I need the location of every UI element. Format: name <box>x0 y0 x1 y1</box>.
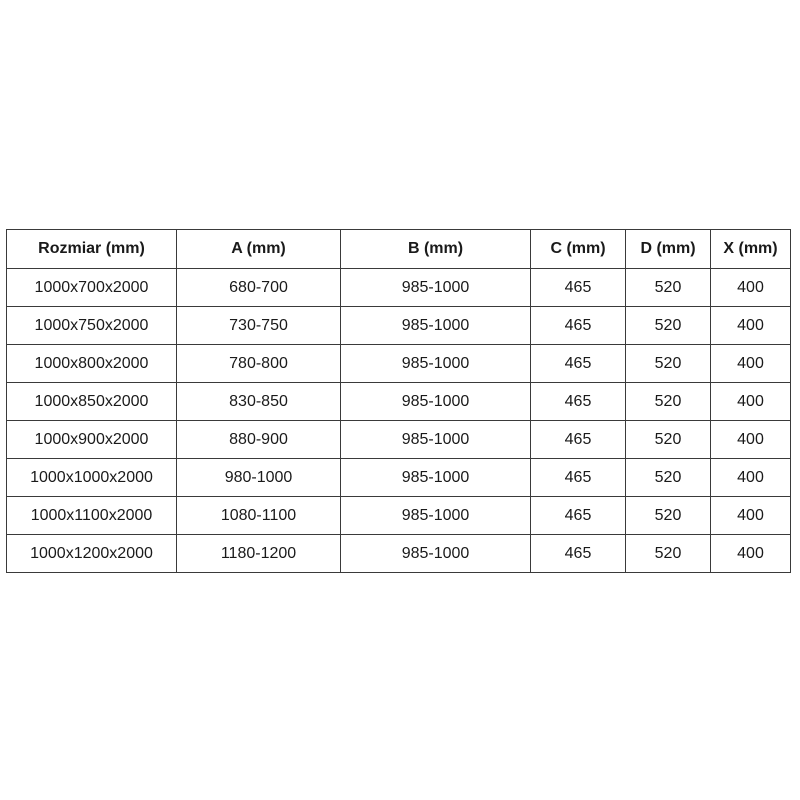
cell-c: 465 <box>530 306 626 345</box>
cell-x: 400 <box>710 306 791 345</box>
cell-d: 520 <box>625 344 711 383</box>
cell-c: 465 <box>530 420 626 459</box>
table-row: 1000x1100x2000 1080-1100 985-1000 465 52… <box>6 496 791 535</box>
table-row: 1000x900x2000 880-900 985-1000 465 520 4… <box>6 420 791 459</box>
cell-c: 465 <box>530 496 626 535</box>
cell-rozmiar: 1000x850x2000 <box>6 382 177 421</box>
table-row: 1000x750x2000 730-750 985-1000 465 520 4… <box>6 306 791 345</box>
cell-x: 400 <box>710 458 791 497</box>
cell-x: 400 <box>710 268 791 307</box>
cell-b: 985-1000 <box>340 344 531 383</box>
cell-b: 985-1000 <box>340 382 531 421</box>
cell-b: 985-1000 <box>340 496 531 535</box>
cell-x: 400 <box>710 534 791 573</box>
cell-a: 980-1000 <box>176 458 341 497</box>
cell-rozmiar: 1000x1100x2000 <box>6 496 177 535</box>
cell-a: 1080-1100 <box>176 496 341 535</box>
cell-b: 985-1000 <box>340 458 531 497</box>
cell-rozmiar: 1000x900x2000 <box>6 420 177 459</box>
cell-c: 465 <box>530 344 626 383</box>
table-header-row: Rozmiar (mm) A (mm) B (mm) C (mm) D (mm)… <box>6 229 791 269</box>
column-header-b: B (mm) <box>340 229 531 269</box>
cell-d: 520 <box>625 458 711 497</box>
size-specification-table-container: Rozmiar (mm) A (mm) B (mm) C (mm) D (mm)… <box>6 229 791 573</box>
cell-d: 520 <box>625 496 711 535</box>
cell-b: 985-1000 <box>340 306 531 345</box>
cell-x: 400 <box>710 344 791 383</box>
cell-a: 830-850 <box>176 382 341 421</box>
cell-x: 400 <box>710 496 791 535</box>
cell-a: 880-900 <box>176 420 341 459</box>
table-row: 1000x1200x2000 1180-1200 985-1000 465 52… <box>6 534 791 573</box>
cell-d: 520 <box>625 306 711 345</box>
table-row: 1000x700x2000 680-700 985-1000 465 520 4… <box>6 268 791 307</box>
column-header-x: X (mm) <box>710 229 791 269</box>
cell-d: 520 <box>625 268 711 307</box>
table-row: 1000x850x2000 830-850 985-1000 465 520 4… <box>6 382 791 421</box>
cell-c: 465 <box>530 268 626 307</box>
cell-c: 465 <box>530 534 626 573</box>
table-body: 1000x700x2000 680-700 985-1000 465 520 4… <box>6 268 791 573</box>
cell-rozmiar: 1000x700x2000 <box>6 268 177 307</box>
cell-a: 780-800 <box>176 344 341 383</box>
cell-b: 985-1000 <box>340 420 531 459</box>
column-header-rozmiar: Rozmiar (mm) <box>6 229 177 269</box>
cell-a: 1180-1200 <box>176 534 341 573</box>
size-specification-table: Rozmiar (mm) A (mm) B (mm) C (mm) D (mm)… <box>6 229 791 573</box>
cell-c: 465 <box>530 458 626 497</box>
cell-x: 400 <box>710 382 791 421</box>
cell-rozmiar: 1000x1200x2000 <box>6 534 177 573</box>
cell-b: 985-1000 <box>340 268 531 307</box>
table-row: 1000x1000x2000 980-1000 985-1000 465 520… <box>6 458 791 497</box>
cell-rozmiar: 1000x800x2000 <box>6 344 177 383</box>
cell-c: 465 <box>530 382 626 421</box>
cell-d: 520 <box>625 420 711 459</box>
table-row: 1000x800x2000 780-800 985-1000 465 520 4… <box>6 344 791 383</box>
cell-rozmiar: 1000x1000x2000 <box>6 458 177 497</box>
column-header-d: D (mm) <box>625 229 711 269</box>
cell-x: 400 <box>710 420 791 459</box>
column-header-c: C (mm) <box>530 229 626 269</box>
cell-a: 730-750 <box>176 306 341 345</box>
cell-rozmiar: 1000x750x2000 <box>6 306 177 345</box>
cell-d: 520 <box>625 534 711 573</box>
cell-a: 680-700 <box>176 268 341 307</box>
cell-b: 985-1000 <box>340 534 531 573</box>
cell-d: 520 <box>625 382 711 421</box>
column-header-a: A (mm) <box>176 229 341 269</box>
